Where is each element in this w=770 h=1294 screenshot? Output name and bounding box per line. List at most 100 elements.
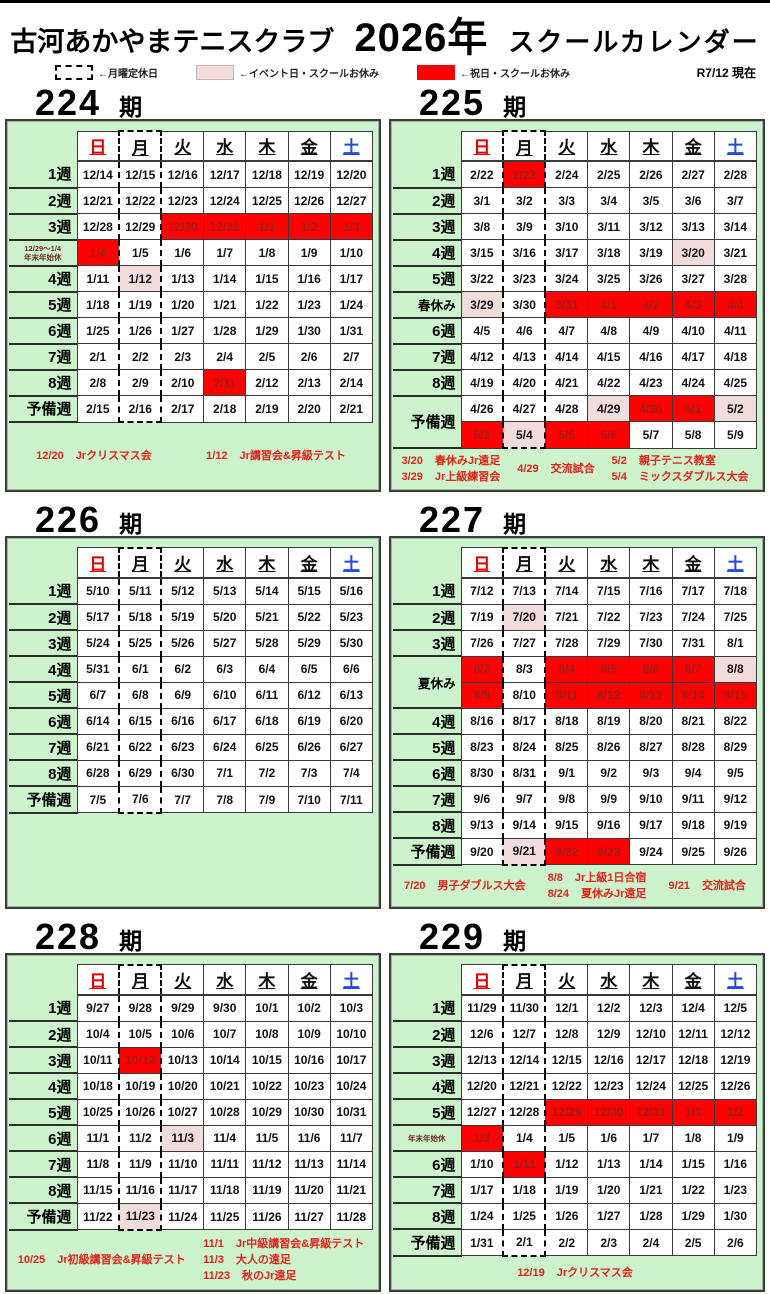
date-cell: 4/22 — [587, 369, 631, 396]
date-cell: 4/26 — [460, 395, 504, 422]
date-cell: 9/17 — [629, 811, 673, 839]
date-cell: 12/31 — [629, 1098, 673, 1126]
date-cell: 11/15 — [76, 1176, 120, 1204]
date-cell: 8/8 — [713, 655, 758, 683]
schedule-table: 日月火水木金土 1週 9/27 9/28 9/29 9/30 10/1 10/2 10/3 2週 1… — [9, 963, 374, 1231]
date-cell: 3/14 — [713, 213, 758, 240]
week-label: 6週 — [393, 317, 461, 345]
date-cell: 9/27 — [76, 994, 120, 1022]
date-cell: 9/24 — [629, 837, 673, 866]
day-header: 日 — [76, 964, 120, 996]
date-cell: 3/22 — [460, 265, 504, 292]
day-header: 土 — [713, 547, 758, 579]
date-cell: 9/16 — [587, 811, 631, 839]
date-cell: 6/6 — [329, 655, 374, 683]
date-cell: 11/9 — [118, 1150, 163, 1178]
date-cell: 5/16 — [329, 577, 374, 605]
day-header: 月 — [502, 546, 547, 579]
date-cell: 3/8 — [460, 213, 504, 240]
date-cell: 1/2 — [713, 1098, 758, 1126]
week-label: 予備週 — [393, 1229, 461, 1257]
date-cell: 6/5 — [287, 655, 331, 683]
date-cell: 4/11 — [713, 317, 758, 344]
day-header: 木 — [629, 130, 673, 162]
week-label: 6週 — [393, 1151, 461, 1179]
event-note: 12/20 Jrクリスマス会 — [36, 449, 152, 462]
as-of-date: R7/12 現在 — [696, 66, 756, 80]
date-cell: 12/16 — [587, 1046, 631, 1074]
schedule-table: 日月火水木金土 1週 2/22 2/23 2/24 2/25 2/26 2/27 2/28 2週 3… — [393, 130, 758, 449]
date-cell: 8/16 — [460, 707, 504, 735]
event-note: 12/19 Jrクリスマス会 — [517, 1266, 633, 1279]
date-cell: 4/9 — [629, 317, 673, 344]
note-column: 1/12 Jr講習会&昇級テスト — [206, 449, 346, 465]
term-suffix: 期 — [119, 510, 143, 537]
date-cell: 12/14 — [76, 160, 120, 188]
date-cell: 9/3 — [629, 759, 673, 787]
date-cell: 7/1 — [203, 759, 247, 787]
date-cell: 12/3 — [629, 994, 673, 1022]
date-cell: 1/15 — [245, 265, 289, 292]
date-cell: 2/4 — [629, 1228, 673, 1257]
schedule-table: 日月火水木金土 1週 5/10 5/11 5/12 5/13 5/14 5/15 5/16 2週 5… — [9, 546, 374, 814]
week-label: 7週 — [393, 786, 461, 814]
date-cell: 12/7 — [502, 1020, 547, 1048]
date-cell: 12/29 — [544, 1098, 589, 1126]
date-cell: 7/10 — [287, 785, 331, 814]
date-cell: 6/8 — [118, 681, 163, 709]
date-cell: 12/26 — [287, 187, 331, 214]
date-cell: 12/6 — [460, 1020, 504, 1048]
date-cell: 1/16 — [287, 265, 331, 292]
calendar-panel: 日月火水木金土 1週 11/29 11/30 12/1 12/2 12/3 12/4 12/5 2… — [389, 952, 765, 1292]
date-cell: 3/2 — [502, 187, 547, 214]
date-cell: 8/21 — [671, 707, 715, 735]
date-cell: 12/28 — [502, 1098, 547, 1126]
week-label: 予備週 — [9, 786, 77, 814]
schedule-table: 日月火水木金土 1週 12/14 12/15 12/16 12/17 12/18 12/19 1… — [9, 130, 374, 423]
note-column: 10/25 Jr初級講習会&昇級テスト — [18, 1253, 186, 1269]
date-cell: 4/20 — [502, 369, 547, 396]
date-cell: 7/26 — [460, 629, 504, 657]
date-cell: 2/3 — [587, 1228, 631, 1257]
date-cell: 9/9 — [587, 785, 631, 813]
term-number: 225 — [419, 82, 486, 124]
date-cell: 4/24 — [671, 369, 715, 396]
date-cell: 6/2 — [160, 655, 205, 683]
date-cell: 1/27 — [160, 317, 205, 344]
date-cell: 2/13 — [287, 369, 331, 396]
date-cell: 1/8 — [245, 239, 289, 266]
date-cell: 5/1 — [671, 395, 715, 422]
date-cell: 7/7 — [160, 785, 205, 814]
date-cell: 3/6 — [671, 187, 715, 214]
note-column: 11/1 Jr中級講習会&昇級テスト 11/3 大人の遠足 11/23 秋のJr遠足 — [203, 1237, 364, 1285]
date-cell: 6/12 — [287, 681, 331, 709]
date-cell: 11/30 — [502, 994, 547, 1022]
date-cell: 2/19 — [245, 395, 289, 423]
schedule-table: 日月火水木金土 1週 7/12 7/13 7/14 7/15 7/16 7/17 7/18 2週 7… — [393, 546, 758, 866]
date-cell: 10/2 — [287, 994, 331, 1022]
day-header: 火 — [544, 547, 589, 579]
date-cell: 1/11 — [76, 265, 120, 292]
date-cell: 1/22 — [671, 1176, 715, 1204]
week-label: 3週 — [9, 213, 77, 241]
date-cell: 1/6 — [587, 1124, 631, 1152]
date-cell: 10/3 — [329, 994, 374, 1022]
date-cell: 1/14 — [629, 1150, 673, 1178]
day-header: 月 — [118, 130, 163, 162]
day-header: 金 — [671, 130, 715, 162]
day-header: 土 — [713, 130, 758, 162]
date-cell: 11/12 — [245, 1150, 289, 1178]
date-cell: 12/30 — [587, 1098, 631, 1126]
date-cell: 8/6 — [629, 655, 673, 683]
date-cell: 2/16 — [118, 395, 163, 423]
day-header: 木 — [629, 964, 673, 996]
date-cell: 12/25 — [245, 187, 289, 214]
date-cell: 2/28 — [713, 160, 758, 188]
week-label: 5週 — [393, 734, 461, 762]
date-cell: 11/4 — [203, 1124, 247, 1152]
date-cell: 7/13 — [502, 577, 547, 605]
date-cell: 10/5 — [118, 1020, 163, 1048]
date-cell: 5/5 — [544, 421, 589, 449]
term-suffix: 期 — [119, 94, 143, 120]
date-cell: 12/16 — [160, 160, 205, 188]
